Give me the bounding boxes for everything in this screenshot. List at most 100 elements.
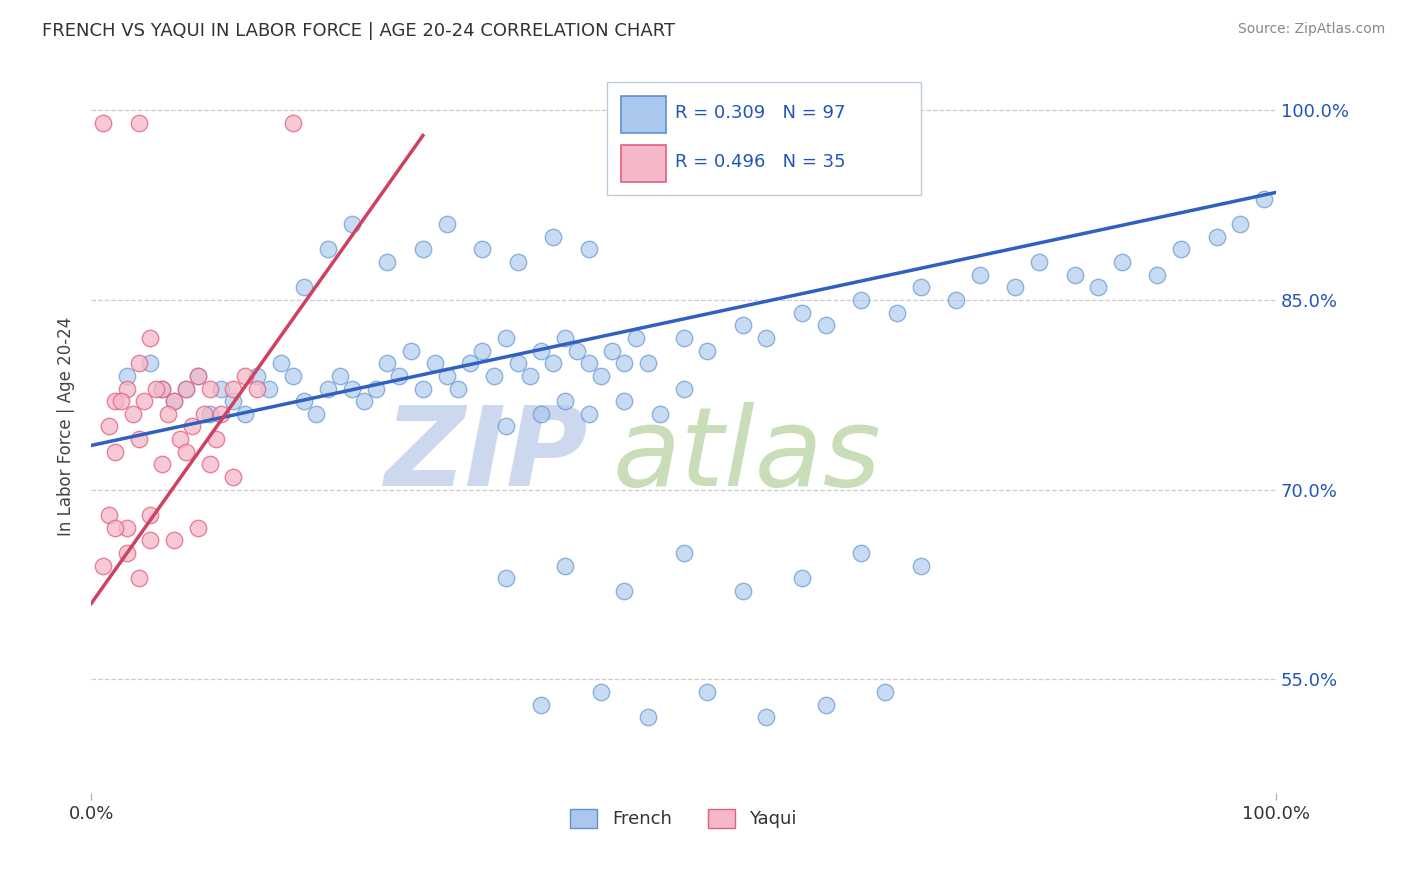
Point <box>602 343 624 358</box>
Point <box>233 407 256 421</box>
Point <box>193 407 215 421</box>
Point <box>637 356 659 370</box>
Point <box>364 382 387 396</box>
Point <box>519 368 541 383</box>
Point <box>578 356 600 370</box>
Point <box>329 368 352 383</box>
FancyBboxPatch shape <box>621 96 666 133</box>
Point <box>755 331 778 345</box>
Point <box>150 458 173 472</box>
Point <box>139 508 162 522</box>
Point <box>121 407 143 421</box>
Point <box>222 470 245 484</box>
Point <box>412 243 434 257</box>
Point <box>204 432 226 446</box>
Point <box>198 382 221 396</box>
Point <box>672 331 695 345</box>
Point <box>281 116 304 130</box>
Point <box>270 356 292 370</box>
Point <box>246 382 269 396</box>
Point <box>554 558 576 573</box>
Point <box>340 217 363 231</box>
Point <box>134 394 156 409</box>
Point <box>637 710 659 724</box>
Point <box>1146 268 1168 282</box>
Text: Source: ZipAtlas.com: Source: ZipAtlas.com <box>1237 22 1385 37</box>
Point <box>97 508 120 522</box>
Point <box>530 698 553 712</box>
Point <box>316 382 339 396</box>
Point <box>115 368 138 383</box>
Point <box>565 343 588 358</box>
Point <box>104 394 127 409</box>
Legend: French, Yaqui: French, Yaqui <box>562 802 804 836</box>
Point <box>294 280 316 294</box>
Text: FRENCH VS YAQUI IN LABOR FORCE | AGE 20-24 CORRELATION CHART: FRENCH VS YAQUI IN LABOR FORCE | AGE 20-… <box>42 22 675 40</box>
Point <box>174 382 197 396</box>
Point <box>169 432 191 446</box>
Point <box>198 407 221 421</box>
Point <box>211 382 233 396</box>
Point <box>187 521 209 535</box>
Point <box>910 280 932 294</box>
Point <box>530 407 553 421</box>
Point <box>755 710 778 724</box>
Point <box>447 382 470 396</box>
Point <box>1004 280 1026 294</box>
Point <box>790 305 813 319</box>
Point <box>104 521 127 535</box>
Point <box>578 243 600 257</box>
Point <box>91 116 114 130</box>
Point <box>115 546 138 560</box>
Point <box>128 571 150 585</box>
Point <box>412 382 434 396</box>
Point <box>198 458 221 472</box>
Point <box>731 583 754 598</box>
Point <box>1028 255 1050 269</box>
Point <box>281 368 304 383</box>
Point <box>377 255 399 269</box>
Point <box>851 293 873 307</box>
Point <box>613 583 636 598</box>
Point <box>814 318 837 333</box>
Point <box>1253 192 1275 206</box>
Point <box>233 368 256 383</box>
Point <box>886 305 908 319</box>
Point <box>145 382 167 396</box>
Point <box>104 444 127 458</box>
Point <box>316 243 339 257</box>
Point <box>945 293 967 307</box>
Point <box>110 394 132 409</box>
Point <box>589 685 612 699</box>
Point <box>174 444 197 458</box>
Point <box>1170 243 1192 257</box>
Point <box>115 382 138 396</box>
Point <box>648 407 671 421</box>
Point <box>624 331 647 345</box>
Point <box>187 368 209 383</box>
Point <box>506 356 529 370</box>
Point <box>222 382 245 396</box>
Y-axis label: In Labor Force | Age 20-24: In Labor Force | Age 20-24 <box>58 317 75 536</box>
Point <box>163 394 186 409</box>
Point <box>541 356 564 370</box>
Point <box>969 268 991 282</box>
Point <box>294 394 316 409</box>
Point <box>790 571 813 585</box>
Point <box>471 343 494 358</box>
Point <box>211 407 233 421</box>
Point <box>139 356 162 370</box>
Point <box>97 419 120 434</box>
Point <box>495 419 517 434</box>
Point <box>187 368 209 383</box>
Point <box>115 521 138 535</box>
Point <box>128 432 150 446</box>
Point <box>388 368 411 383</box>
Point <box>672 382 695 396</box>
Point <box>482 368 505 383</box>
Point <box>150 382 173 396</box>
Point <box>423 356 446 370</box>
Point <box>163 533 186 548</box>
Point <box>506 255 529 269</box>
Point <box>1111 255 1133 269</box>
